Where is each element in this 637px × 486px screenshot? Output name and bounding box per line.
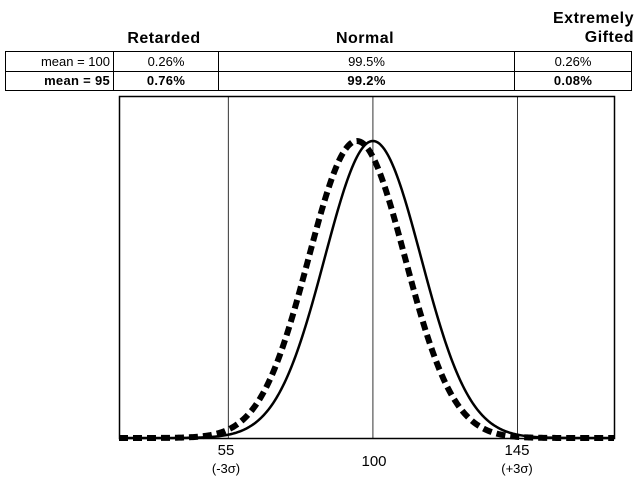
row1-label: mean = 100: [40, 54, 110, 69]
table-grid: [5, 51, 632, 91]
x-tick-sublabel: (-3σ): [211, 461, 241, 476]
plot-frame: [118, 95, 616, 440]
row1-retarded: 0.26%: [147, 54, 185, 69]
row1-gifted: 0.26%: [554, 54, 592, 69]
curve-mean-95: [119, 137, 614, 441]
reference-lines: [227, 96, 518, 438]
header-gifted-line2: Gifted: [584, 29, 634, 46]
row2-gifted: 0.08%: [553, 73, 593, 88]
x-tick-label: 145: [504, 442, 530, 459]
header-gifted-line1: Extremely: [553, 10, 634, 27]
header-retarded: Retarded: [127, 30, 201, 47]
row2-normal: 99.2%: [347, 73, 386, 88]
header-normal: Normal: [335, 30, 395, 47]
row1-normal: 99.5%: [348, 54, 385, 69]
curve-mean-100: [119, 139, 614, 440]
row2-label: mean = 95: [44, 73, 110, 88]
x-tick-sublabel: (+3σ): [501, 461, 533, 476]
x-tick-label: 55: [217, 442, 235, 459]
x-tick-label: 100: [361, 453, 387, 470]
row2-retarded: 0.76%: [146, 73, 186, 88]
